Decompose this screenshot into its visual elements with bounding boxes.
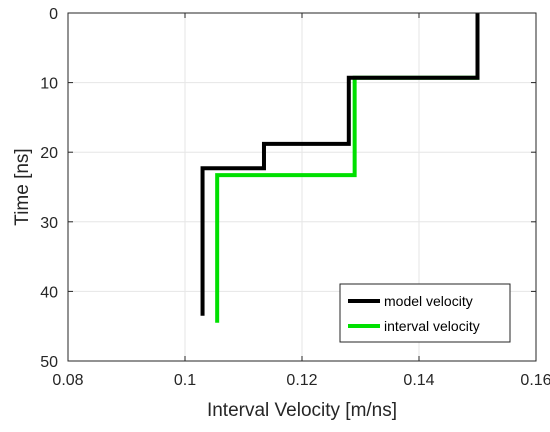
legend-label-model-velocity: model velocity xyxy=(384,293,473,309)
ticks xyxy=(67,12,537,362)
y-tick-label: 40 xyxy=(40,284,58,301)
y-tick-label: 50 xyxy=(40,354,58,371)
x-tick-label: 0.12 xyxy=(286,372,317,389)
y-axis-label: Time [ns] xyxy=(12,148,33,225)
y-tick-label: 30 xyxy=(40,215,58,232)
legend: model velocity interval velocity xyxy=(339,283,511,343)
x-tick-label: 0.08 xyxy=(52,372,83,389)
grid xyxy=(68,13,536,361)
tick-labels: 0.08 0.1 0.12 0.14 0.16 0 10 20 30 40 50 xyxy=(40,6,550,389)
y-tick-label: 0 xyxy=(49,6,58,23)
legend-box xyxy=(339,283,511,343)
y-tick-label: 20 xyxy=(40,145,58,162)
x-axis-label: Interval Velocity [m/ns] xyxy=(207,400,397,421)
series-line-model-velocity xyxy=(200,13,480,316)
legend-label-interval-velocity: interval velocity xyxy=(384,318,480,334)
x-tick-label: 0.14 xyxy=(403,372,434,389)
x-tick-label: 0.1 xyxy=(174,372,196,389)
x-tick-label: 0.16 xyxy=(520,372,550,389)
plot-series xyxy=(200,13,480,323)
y-tick-label: 10 xyxy=(40,76,58,93)
